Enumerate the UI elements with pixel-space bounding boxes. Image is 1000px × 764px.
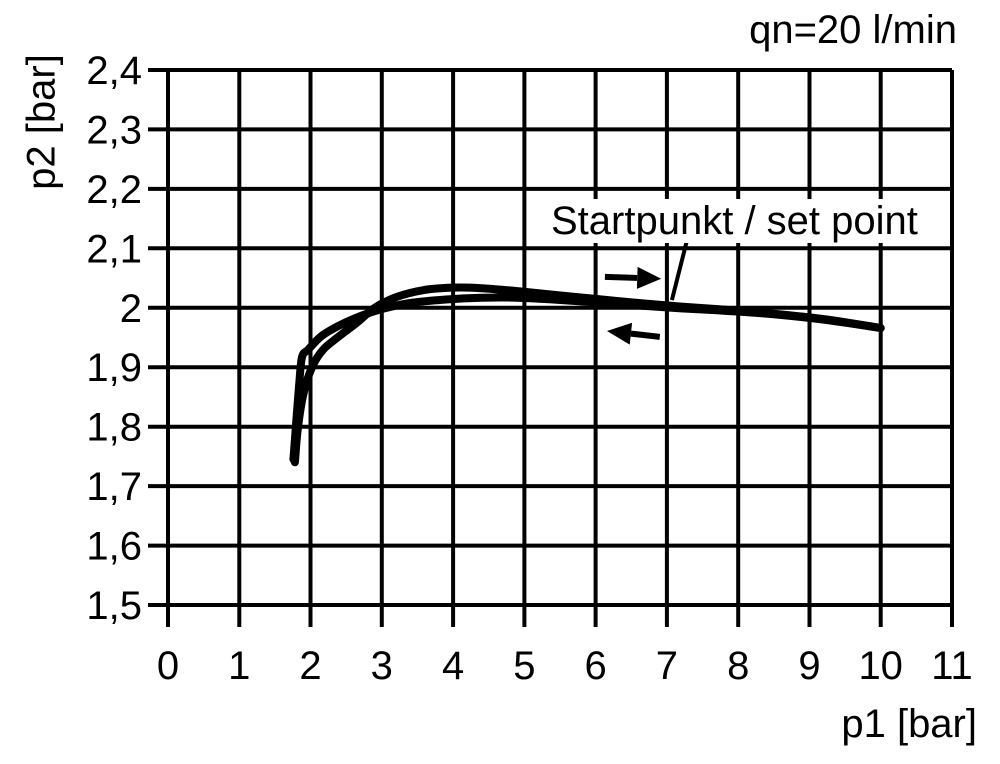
arrow-left-shaft xyxy=(630,330,661,340)
y-tick-label: 1,8 xyxy=(86,406,142,450)
x-tick-label: 2 xyxy=(299,644,321,688)
x-tick-label: 6 xyxy=(584,644,606,688)
x-tick-label: 3 xyxy=(371,644,393,688)
x-tick-label: 8 xyxy=(727,644,749,688)
y-tick-label: 1,6 xyxy=(86,525,142,569)
x-tick-label: 4 xyxy=(442,644,464,688)
set-point-annotation: Startpunkt / set point xyxy=(549,199,920,243)
y-tick-label: 2,2 xyxy=(86,168,142,212)
annotation-leader-line xyxy=(669,240,689,301)
y-tick-label: 2,4 xyxy=(86,49,142,93)
y-tick-label: 2 xyxy=(120,287,142,331)
curve-p1-decreasing xyxy=(289,293,885,464)
x-tick-label: 7 xyxy=(656,644,678,688)
arrow-left-head-icon xyxy=(607,322,633,345)
y-axis-title-text: p2 [bar] xyxy=(19,54,64,190)
flow-rate-note: qn=20 l/min xyxy=(749,8,957,52)
x-axis-title: p1 [bar] xyxy=(841,702,977,746)
y-tick-label: 1,9 xyxy=(86,346,142,390)
y-tick-label: 1,7 xyxy=(86,465,142,509)
y-tick-label: 2,3 xyxy=(86,108,142,152)
arrow-right-head-icon xyxy=(636,266,662,289)
x-tick-label: 9 xyxy=(798,644,820,688)
arrow-right-shaft xyxy=(604,273,638,281)
x-tick-label: 1 xyxy=(228,644,250,688)
x-tick-label: 5 xyxy=(513,644,535,688)
y-tick-label: 1,5 xyxy=(86,584,142,628)
x-tick-label: 0 xyxy=(157,644,179,688)
x-tick-label: 10 xyxy=(858,644,903,688)
y-tick-label: 2,1 xyxy=(86,227,142,271)
x-tick-label: 11 xyxy=(931,644,973,688)
